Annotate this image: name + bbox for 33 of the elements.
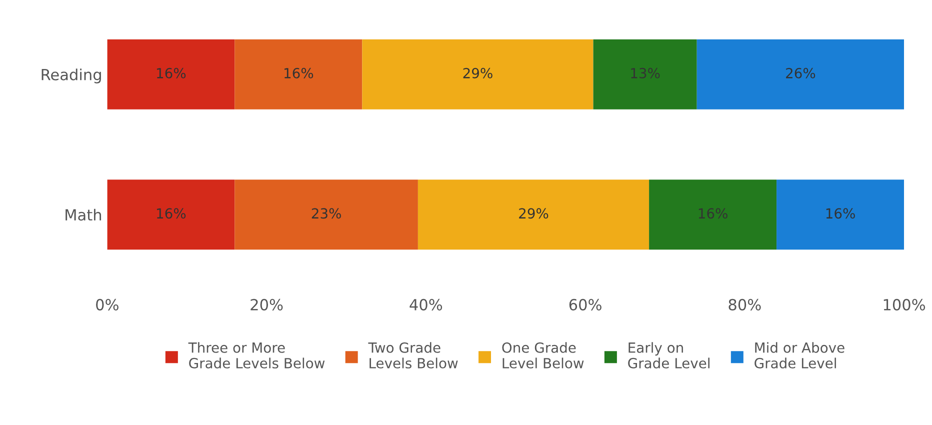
bar [696, 39, 904, 110]
x-tick-label: 40% [410, 298, 442, 310]
bar [107, 180, 235, 250]
data-label: 16% [698, 208, 728, 219]
legend-label: Early on Grade Level [628, 342, 710, 368]
x-tick-label: 80% [728, 298, 761, 310]
bar [107, 39, 235, 110]
bar [234, 180, 418, 250]
data-label: 26% [786, 68, 816, 78]
data-label: 13% [631, 68, 660, 78]
data-label: 16% [284, 68, 314, 78]
data-label: 23% [312, 208, 341, 219]
data-label: 16% [157, 68, 186, 78]
data-label: 16% [157, 208, 186, 219]
bar [418, 180, 650, 250]
x-tick-label: 0% [96, 298, 118, 310]
x-tick-label: 20% [250, 298, 283, 310]
legend-label: One Grade Level Below [502, 342, 584, 368]
data-label: 16% [826, 208, 855, 219]
legend-label: Three or More Grade Levels Below [188, 342, 325, 368]
data-label: 29% [463, 68, 492, 78]
bar [362, 39, 594, 110]
x-tick-label: 60% [569, 298, 602, 310]
bar [593, 39, 697, 110]
bar [649, 180, 777, 250]
y-tick-label: Math [66, 208, 102, 221]
bar [234, 39, 362, 110]
bar [776, 180, 904, 250]
data-label: 29% [519, 208, 548, 219]
legend-label: Mid or Above Grade Level [754, 342, 844, 368]
legend-label: Two Grade Levels Below [368, 342, 458, 368]
y-tick-label: Reading [42, 68, 101, 84]
x-tick-label: 100% [884, 298, 926, 310]
